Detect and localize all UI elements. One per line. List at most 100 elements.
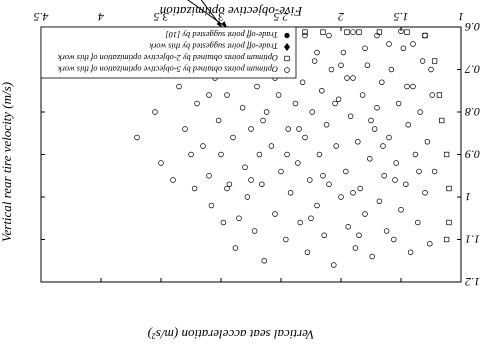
chart-legend: Optimum points obtained by 5-objective o… <box>40 26 297 79</box>
circle-data-point <box>398 206 404 213</box>
circle-data-point <box>254 83 260 90</box>
legend-entry: Optimum points obtained by 2-objective o… <box>58 53 278 62</box>
legend-marker <box>284 32 290 39</box>
circle-data-point <box>333 143 339 149</box>
circle-data-point <box>268 143 275 149</box>
circle-data-point <box>352 245 359 251</box>
legend-marker <box>284 43 290 51</box>
circle-data-point <box>427 241 433 247</box>
circle-data-point <box>226 181 233 187</box>
chart-title: Five-objective optimization <box>160 4 304 19</box>
circle-data-point <box>398 28 404 34</box>
circle-data-point <box>417 109 423 115</box>
circle-data-point <box>340 49 347 56</box>
circle-data-point <box>206 92 212 98</box>
circle-data-point <box>422 189 428 196</box>
circle-data-point <box>395 100 402 107</box>
circle-data-point <box>357 185 363 192</box>
square-data-point <box>376 29 383 35</box>
circle-data-point <box>416 168 422 175</box>
circle-data-point <box>260 117 266 124</box>
circle-data-point <box>428 66 434 73</box>
circle-data-point <box>388 66 395 73</box>
y-tick-label: 0.6 <box>465 20 480 34</box>
circle-data-point <box>285 126 291 132</box>
circle-data-point <box>244 194 251 200</box>
circle-data-point <box>356 232 362 239</box>
y-tick-label: 0.8 <box>465 105 480 119</box>
circle-data-point <box>367 155 373 162</box>
circle-data-point <box>208 202 215 209</box>
circle-data-point <box>188 151 194 158</box>
circle-data-point <box>314 202 320 209</box>
circle-data-point <box>224 92 230 98</box>
circle-data-point <box>308 215 314 221</box>
circle-data-point <box>248 126 254 132</box>
circle-data-point <box>304 249 311 256</box>
circle-data-point <box>379 79 385 85</box>
square-data-point <box>446 185 452 192</box>
square-data-point <box>443 151 450 158</box>
circle-data-point <box>295 160 301 166</box>
circle-data-point <box>215 117 222 124</box>
circle-data-point <box>319 87 325 94</box>
y-tick-label: 0.9 <box>465 148 480 162</box>
circle-data-point <box>248 177 254 183</box>
circle-data-point <box>350 189 356 196</box>
circle-data-point <box>374 104 380 111</box>
circle-data-point <box>400 45 407 51</box>
square-data-point <box>404 29 410 35</box>
circle-data-point <box>200 143 206 149</box>
legend-entry: Trade-off point suggested by [10] <box>165 30 278 39</box>
circle-data-point <box>410 41 416 47</box>
circle-data-point <box>242 164 248 170</box>
circle-data-point <box>422 32 428 39</box>
annotation-arrow <box>146 0 223 29</box>
circle-data-point <box>347 113 354 119</box>
square-data-point <box>436 92 443 98</box>
legend-entry: Trade-off point suggested by this work <box>149 42 278 51</box>
circle-data-point <box>251 228 258 234</box>
circle-data-point <box>206 172 212 179</box>
circle-data-point <box>314 49 320 56</box>
circle-data-point <box>191 185 198 192</box>
circle-data-point <box>218 151 224 158</box>
square-data-point <box>422 32 428 39</box>
circle-data-point <box>278 168 284 175</box>
circle-data-point <box>170 177 176 183</box>
y-tick-label: 1.2 <box>465 275 480 289</box>
circle-data-point <box>220 219 227 226</box>
circle-data-point <box>224 185 230 192</box>
circle-data-point <box>311 58 318 64</box>
circle-data-point <box>261 258 267 264</box>
square-data-point <box>439 117 445 124</box>
annotation-arrowhead <box>216 21 223 29</box>
circle-data-point <box>429 92 435 98</box>
circle-data-point <box>415 219 421 226</box>
legend-marker <box>284 55 290 62</box>
x-axis-label: Vertical seat acceleration (m/s²) <box>148 327 315 342</box>
circle-data-point <box>134 134 140 141</box>
square-data-point <box>320 29 326 35</box>
square-data-point <box>344 29 350 35</box>
circle-data-point <box>158 160 164 166</box>
circle-data-point <box>239 104 246 111</box>
circle-data-point <box>386 41 392 47</box>
legend-entry: Optimum points obtained by 5-objective o… <box>58 65 278 74</box>
circle-data-point <box>256 151 263 158</box>
circle-data-point <box>392 177 398 183</box>
circle-data-point <box>383 228 390 234</box>
circle-data-point <box>292 100 299 107</box>
circle-data-point <box>386 134 392 141</box>
square-data-point <box>431 58 438 64</box>
x-tick-label: 1.5 <box>394 10 409 24</box>
y-axis-label: Vertical rear tire velocity (m/s) <box>0 82 14 242</box>
circle-data-point <box>380 143 386 149</box>
x-tick-label: 2 <box>338 10 344 24</box>
circle-data-point <box>404 83 410 90</box>
annotation-arrowhead <box>221 21 228 29</box>
legend-box <box>40 26 297 79</box>
circle-data-point <box>410 83 416 90</box>
